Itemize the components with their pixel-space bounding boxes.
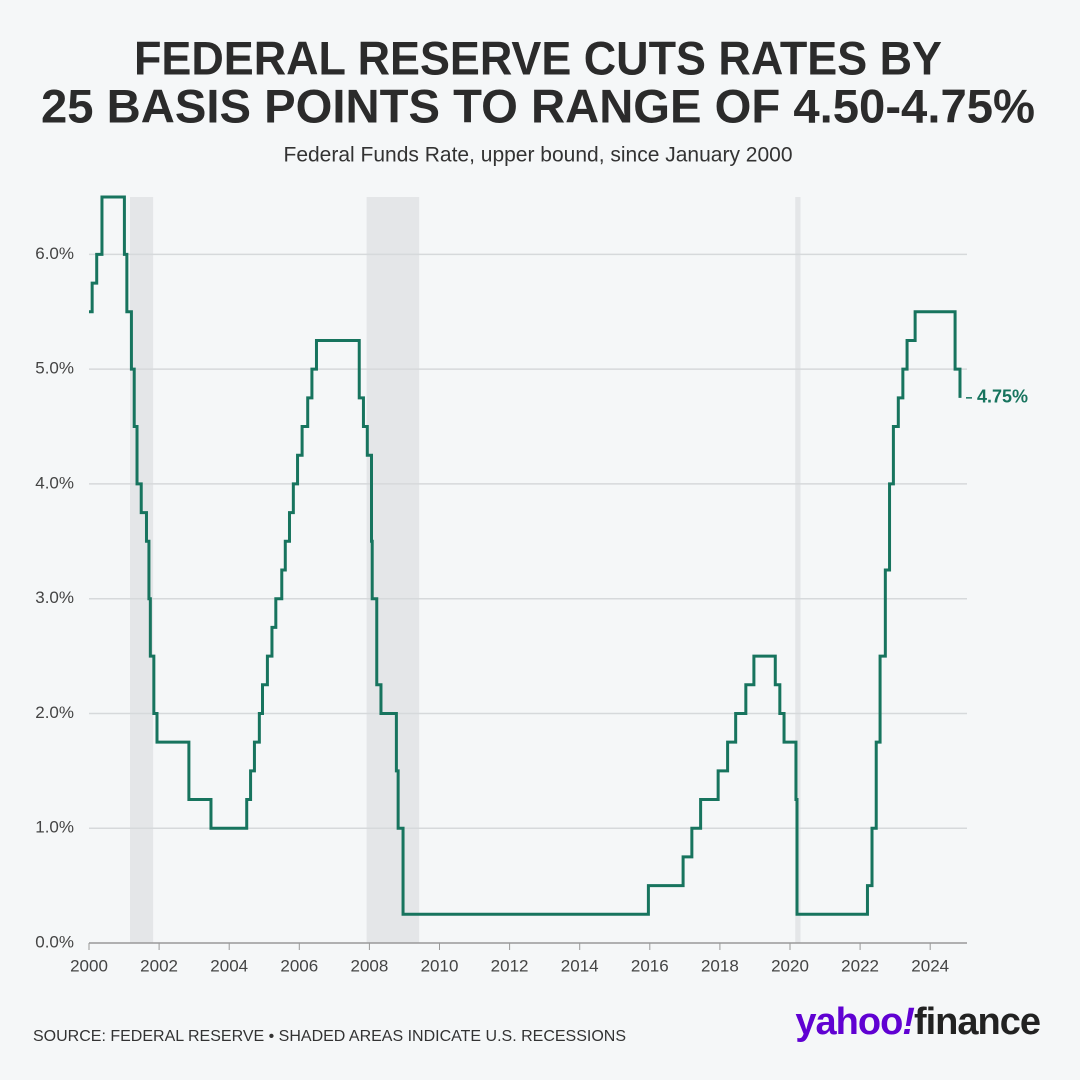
y-tick-label: 6.0% [35,244,74,263]
rate-line [89,195,962,916]
x-tick-label: 2002 [140,956,178,975]
logo-part: ! [902,1001,914,1043]
x-tick-label: 2004 [210,956,248,975]
x-tick-label: 2006 [280,956,318,975]
y-tick-label: 2.0% [35,703,74,722]
recession-band [130,197,154,943]
logo-part: finance [914,1001,1040,1043]
x-tick-label: 2012 [491,956,529,975]
y-tick-label: 0.0% [35,932,74,951]
x-tick-label: 2020 [771,956,809,975]
x-tick-label: 2016 [631,956,669,975]
logo: yahoo!finance [795,1001,1040,1043]
y-tick-label: 3.0% [35,588,74,607]
recession-band [795,197,801,943]
x-tick-label: 2010 [421,956,459,975]
chart-title: FEDERAL RESERVE CUTS RATES BY [134,31,942,84]
y-tick-label: 4.0% [35,473,74,492]
recession-band [366,197,420,943]
x-tick-label: 2018 [701,956,739,975]
x-tick-label: 2024 [911,956,949,975]
x-tick-label: 2014 [561,956,599,975]
x-tick-label: 2008 [350,956,388,975]
logo-part: yahoo [795,1001,902,1043]
source-note: SOURCE: FEDERAL RESERVE • SHADED AREAS I… [33,1028,626,1045]
chart-title: 25 BASIS POINTS TO RANGE OF 4.50-4.75% [41,79,1035,132]
y-tick-label: 5.0% [35,359,74,378]
chart-subtitle: Federal Funds Rate, upper bound, since J… [284,144,793,167]
y-tick-label: 1.0% [35,818,74,837]
x-tick-label: 2000 [70,956,108,975]
x-tick-label: 2022 [841,956,879,975]
end-label: 4.75% [977,387,1028,407]
